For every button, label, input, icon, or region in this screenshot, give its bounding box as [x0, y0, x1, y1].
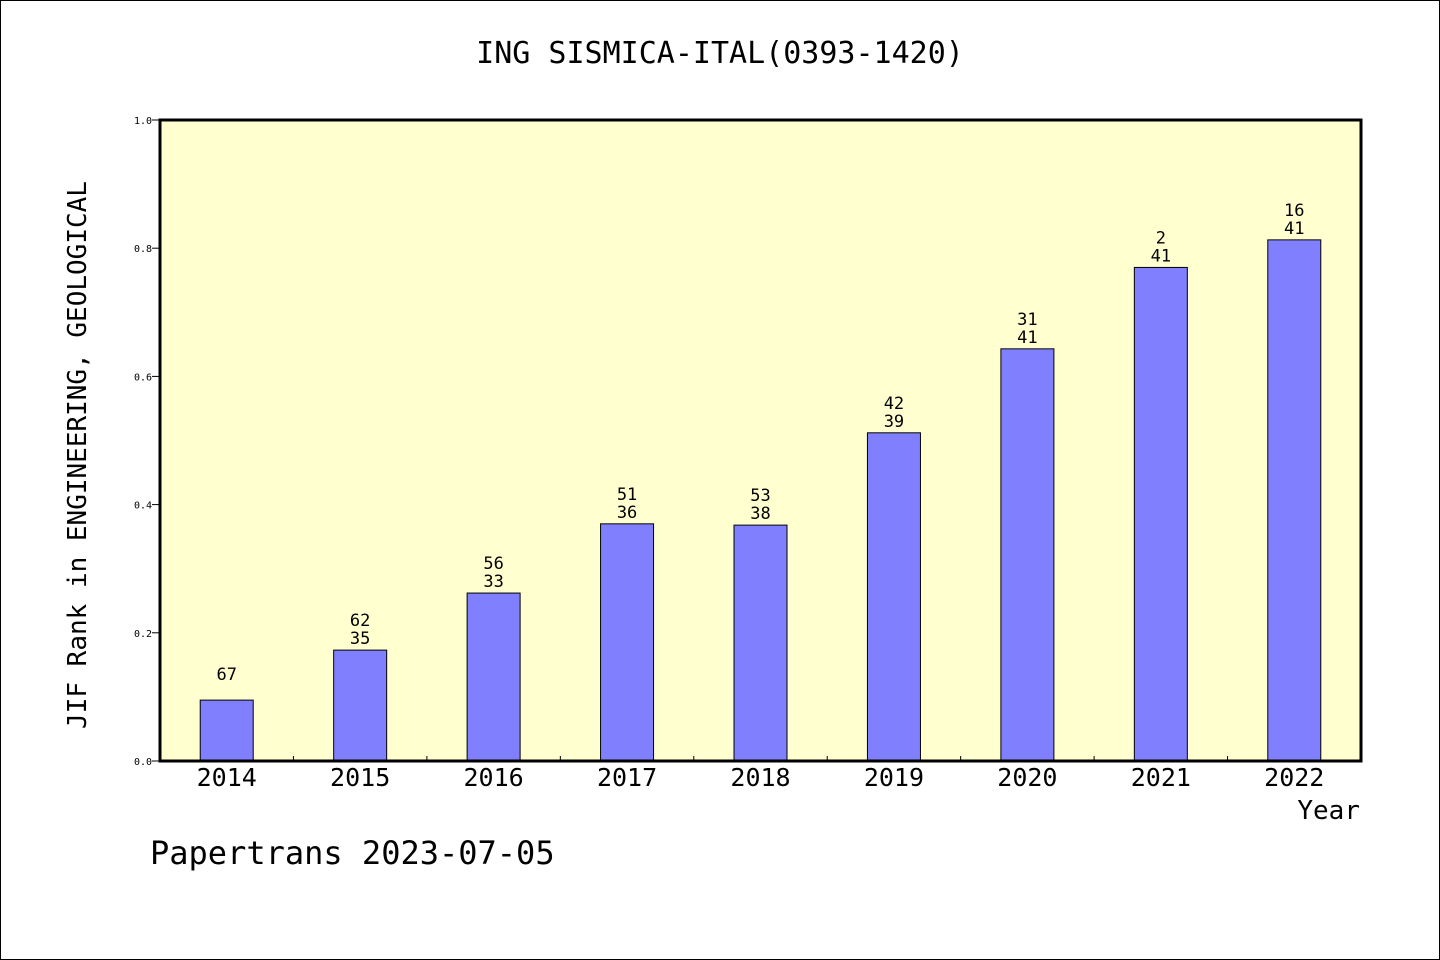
x-tick-label: 2022 [1264, 763, 1324, 792]
data-label-top: 16 [1284, 201, 1304, 221]
y-tick-label: 0.8 [134, 244, 152, 255]
x-tick-label: 2020 [997, 763, 1057, 792]
y-axis-label: JIF Rank in ENGINEERING, GEOLOGICAL [63, 181, 93, 729]
y-tick-label: 0.2 [134, 629, 152, 640]
data-label-bottom: 41 [1017, 328, 1037, 348]
y-tick-label: 0.0 [134, 757, 152, 768]
data-label-bottom: 39 [884, 412, 904, 432]
data-label-top: 56 [483, 554, 503, 574]
x-axis-label: Year [1297, 796, 1360, 826]
data-label-bottom: 36 [617, 503, 637, 523]
data-label-top: 42 [884, 394, 904, 414]
footer-credit: Papertrans 2023-07-05 [150, 834, 555, 872]
x-tick-label: 2018 [730, 763, 790, 792]
data-label-bottom: 41 [1151, 246, 1171, 266]
bar-2019 [866, 432, 921, 762]
data-label-bottom: 41 [1284, 219, 1304, 239]
y-tick-label: 1.0 [134, 116, 152, 127]
x-tick-label: 2016 [464, 763, 524, 792]
data-label-top: 51 [617, 485, 637, 505]
data-label-top: 62 [350, 611, 370, 631]
bar-2021 [1133, 266, 1188, 762]
bar-2018 [733, 524, 788, 762]
data-label-top: 31 [1017, 310, 1037, 330]
data-label-bottom: 33 [483, 572, 503, 592]
y-tick-label: 0.4 [134, 501, 152, 512]
data-label-top: 67 [216, 665, 236, 685]
x-tick-label: 2021 [1131, 763, 1191, 792]
chart-title: ING SISMICA-ITAL(0393-1420) [476, 36, 964, 71]
data-label-bottom: 38 [750, 504, 770, 524]
bar-2016 [466, 592, 521, 762]
bar-2015 [333, 649, 388, 762]
x-tick-label: 2015 [330, 763, 390, 792]
bar-2014 [199, 699, 254, 762]
bar-2022 [1267, 239, 1322, 762]
x-tick-label: 2017 [597, 763, 657, 792]
data-label-bottom: 35 [350, 629, 370, 649]
x-tick-label: 2019 [864, 763, 924, 792]
x-tick-label: 2014 [197, 763, 257, 792]
bar-2017 [600, 523, 655, 762]
data-label-top: 53 [750, 486, 770, 506]
plot-border [158, 118, 1363, 763]
data-label-top: 2 [1156, 228, 1166, 248]
bar-2020 [1000, 348, 1055, 762]
y-tick-label: 0.6 [134, 372, 152, 383]
